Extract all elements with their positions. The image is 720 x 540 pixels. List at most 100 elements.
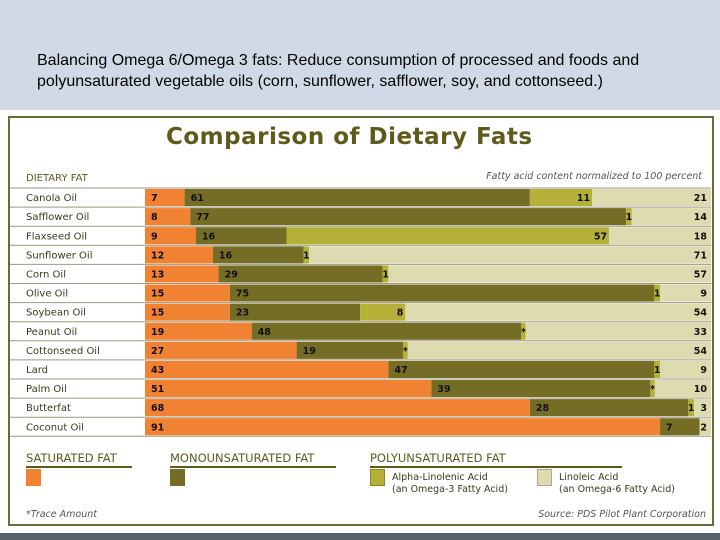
bar-row: Palm Oil 51 39 * 10 <box>10 378 711 398</box>
bar-row: Safflower Oil 8 77 1 14 <box>10 206 711 226</box>
bar-row: Canola Oil 7 61 11 21 <box>10 187 711 207</box>
bar-alpha_linolenic <box>382 265 389 283</box>
data-label-saturated: 12 <box>151 250 164 261</box>
bar-alpha_linolenic <box>650 380 655 398</box>
category-label: Soybean Oil <box>26 308 86 319</box>
bar-monounsaturated <box>184 189 530 207</box>
data-label-monounsaturated: 39 <box>437 384 450 395</box>
bar-saturated <box>145 227 196 245</box>
data-label-monounsaturated: 29 <box>225 269 238 280</box>
legend-swatch-saturated <box>26 469 41 486</box>
bar-saturated <box>145 208 191 226</box>
data-label-monounsaturated: 48 <box>258 327 272 338</box>
bar-linoleic <box>660 284 711 302</box>
data-label-alpha_linolenic: * <box>650 384 655 395</box>
bar-alpha_linolenic <box>626 208 632 226</box>
bar-saturated <box>145 380 432 398</box>
data-label-monounsaturated: 75 <box>236 289 249 300</box>
data-label-alpha_linolenic: * <box>403 346 408 357</box>
bar-alpha_linolenic <box>403 341 408 359</box>
data-label-alpha_linolenic: 57 <box>594 231 607 242</box>
data-label-saturated: 68 <box>151 403 165 414</box>
legend-linoleic-line1: Linoleic Acid <box>559 472 619 483</box>
bar-linoleic <box>309 246 711 264</box>
legend-linoleic-line2: (an Omega-6 Fatty Acid) <box>559 484 675 495</box>
chart-source: Source: PDS Pilot Plant Corporation <box>538 509 706 520</box>
category-label: Butterfat <box>26 403 71 414</box>
data-label-alpha_linolenic: 1 <box>626 212 633 223</box>
data-label-monounsaturated: 16 <box>202 231 216 242</box>
bar-monounsaturated <box>190 208 627 226</box>
bar-alpha_linolenic <box>654 284 661 302</box>
bar-linoleic <box>631 208 711 226</box>
bar-row: Cottonseed Oil 27 19 * 54 <box>10 340 711 359</box>
bar-alpha_linolenic <box>521 322 526 340</box>
bar-saturated <box>145 284 230 302</box>
bar-row: Butterfat 68 28 1 3 <box>10 397 711 417</box>
data-label-alpha_linolenic: 1 <box>654 289 661 300</box>
legend-saturated-heading: SATURATED FAT <box>26 451 132 468</box>
bar-alpha_linolenic <box>286 227 610 245</box>
chart-subtitle: Fatty acid content normalized to 100 per… <box>486 171 702 182</box>
data-label-linoleic: 18 <box>694 231 708 242</box>
bar-row: Olive Oil 15 75 1 9 <box>10 283 711 302</box>
category-label: Peanut Oil <box>26 327 77 338</box>
bar-linoleic <box>654 380 711 398</box>
bar-alpha_linolenic <box>688 399 695 417</box>
bar-monounsaturated <box>218 265 383 283</box>
bar-linoleic <box>592 189 711 207</box>
bar-monounsaturated <box>296 341 404 359</box>
category-header: DIETARY FAT <box>26 173 88 184</box>
bar-saturated <box>145 322 252 340</box>
bar-monounsaturated <box>195 227 287 245</box>
category-label: Olive Oil <box>26 289 68 300</box>
footnote-trace: *Trace Amount <box>26 509 97 520</box>
data-label-monounsaturated: 47 <box>394 365 407 376</box>
data-label-saturated: 27 <box>151 346 164 357</box>
bar-monounsaturated <box>660 418 700 436</box>
bar-linoleic <box>405 303 711 321</box>
bar-monounsaturated <box>212 246 304 264</box>
bar-row: Sunflower Oil 12 16 1 71 <box>10 244 711 264</box>
data-label-alpha_linolenic: * <box>521 327 526 338</box>
data-label-saturated: 19 <box>151 327 164 338</box>
bar-saturated <box>145 246 213 264</box>
bar-linoleic <box>609 227 711 245</box>
data-label-alpha_linolenic: 1 <box>382 269 389 280</box>
bar-saturated <box>145 360 389 378</box>
bar-saturated <box>145 341 297 359</box>
data-label-alpha_linolenic: 1 <box>688 403 695 414</box>
bar-linoleic <box>699 418 711 436</box>
legend-swatch-linoleic <box>537 469 552 486</box>
bar-monounsaturated <box>229 284 655 302</box>
category-label: Canola Oil <box>26 193 77 204</box>
bar-row: Peanut Oil 19 48 * 33 <box>10 321 711 340</box>
bar-monounsaturated <box>251 322 522 340</box>
data-label-saturated: 91 <box>151 422 164 433</box>
data-label-linoleic: 57 <box>694 269 707 280</box>
category-label: Lard <box>26 365 48 376</box>
bar-monounsaturated <box>431 380 651 398</box>
chart-frame <box>8 116 714 526</box>
bar-saturated <box>145 189 185 207</box>
bar-linoleic <box>694 399 711 417</box>
slide-header-band <box>0 0 720 110</box>
data-label-monounsaturated: 7 <box>666 422 673 433</box>
data-label-linoleic: 33 <box>694 327 707 338</box>
legend-poly-heading: POLYUNSATURATED FAT <box>370 451 622 468</box>
legend-alpha-linolenic: Alpha-Linolenic Acid (an Omega-3 Fatty A… <box>392 472 508 496</box>
data-label-saturated: 7 <box>151 193 158 204</box>
data-label-linoleic: 2 <box>700 422 707 433</box>
legend-alpha-linolenic-line1: Alpha-Linolenic Acid <box>392 472 488 483</box>
data-label-alpha_linolenic: 11 <box>577 193 590 204</box>
bar-saturated <box>145 265 219 283</box>
bar-row: Flaxseed Oil 9 16 57 18 <box>10 225 711 245</box>
bar-alpha_linolenic <box>303 246 310 264</box>
category-label: Coconut Oil <box>26 422 84 433</box>
data-label-monounsaturated: 16 <box>219 250 233 261</box>
slide-caption: Balancing Omega 6/Omega 3 fats: Reduce c… <box>37 52 640 90</box>
data-label-alpha_linolenic: 8 <box>397 308 404 319</box>
data-label-alpha_linolenic: 1 <box>303 250 310 261</box>
category-label: Corn Oil <box>26 269 66 280</box>
